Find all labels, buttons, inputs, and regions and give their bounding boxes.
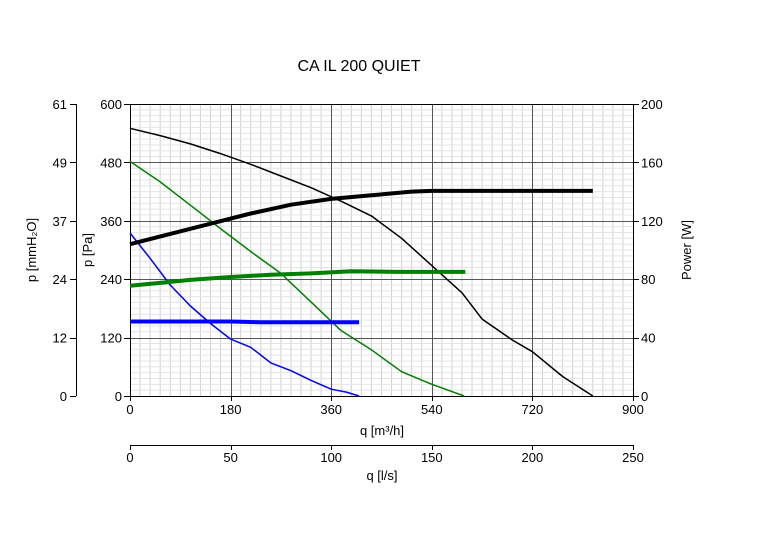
flow-m3h-axis: 0 180 360 540 720 900 (126, 396, 644, 417)
tick-label: 0 (60, 389, 67, 404)
y-axis-label-pa: p [Pa] (80, 233, 95, 267)
tick-label: 240 (100, 272, 122, 287)
tick-label: 120 (100, 331, 122, 346)
tick-label: 0 (126, 402, 133, 417)
pressure-curve (129, 160, 465, 397)
pressure-curve (129, 232, 360, 397)
tick-label: 600 (100, 97, 122, 112)
tick-label: 150 (421, 450, 443, 465)
power-axis: 0 40 80 120 160 200 (633, 97, 663, 404)
mmh2o-axis: 0 12 24 37 49 61 (53, 97, 77, 404)
tick-label: 49 (53, 155, 67, 170)
y-axis-label-mmh2o: p [mmH₂O] (24, 218, 39, 282)
tick-label: 37 (53, 214, 67, 229)
plot-area-frame (130, 104, 634, 397)
tick-label: 24 (53, 272, 67, 287)
tick-label: 61 (53, 97, 67, 112)
tick-label: 250 (622, 450, 644, 465)
power-curve (129, 188, 593, 247)
tick-label: 900 (622, 402, 644, 417)
tick-label: 180 (220, 402, 242, 417)
tick-label: 0 (641, 389, 648, 404)
minor-grid (130, 104, 633, 396)
power-curve (130, 319, 360, 325)
tick-label: 360 (100, 214, 122, 229)
power-curve (129, 269, 466, 288)
tick-label: 50 (223, 450, 237, 465)
tick-label: 0 (126, 450, 133, 465)
tick-label: 360 (320, 402, 342, 417)
tick-label: 200 (522, 450, 544, 465)
x-axis-label-ls: q [l/s] (366, 468, 397, 483)
chart-title: CA IL 200 QUIET (297, 58, 420, 75)
tick-label: 160 (641, 155, 663, 170)
tick-label: 40 (641, 331, 655, 346)
tick-label: 480 (100, 155, 122, 170)
tick-label: 100 (320, 450, 342, 465)
tick-label: 80 (641, 272, 655, 287)
tick-label: 200 (641, 97, 663, 112)
series-layer (129, 127, 594, 397)
tick-label: 0 (115, 389, 122, 404)
pressure-curve (129, 127, 594, 397)
pressure-axis: 0 120 240 360 480 600 (100, 97, 130, 404)
y-axis-label-power: Power [W] (679, 220, 694, 280)
flow-ls-axis: 0 50 100 150 200 250 (126, 445, 644, 465)
tick-label: 120 (641, 214, 663, 229)
x-axis-label-m3h: q [m³/h] (360, 423, 404, 438)
tick-label: 720 (522, 402, 544, 417)
tick-label: 12 (53, 331, 67, 346)
tick-label: 540 (421, 402, 443, 417)
